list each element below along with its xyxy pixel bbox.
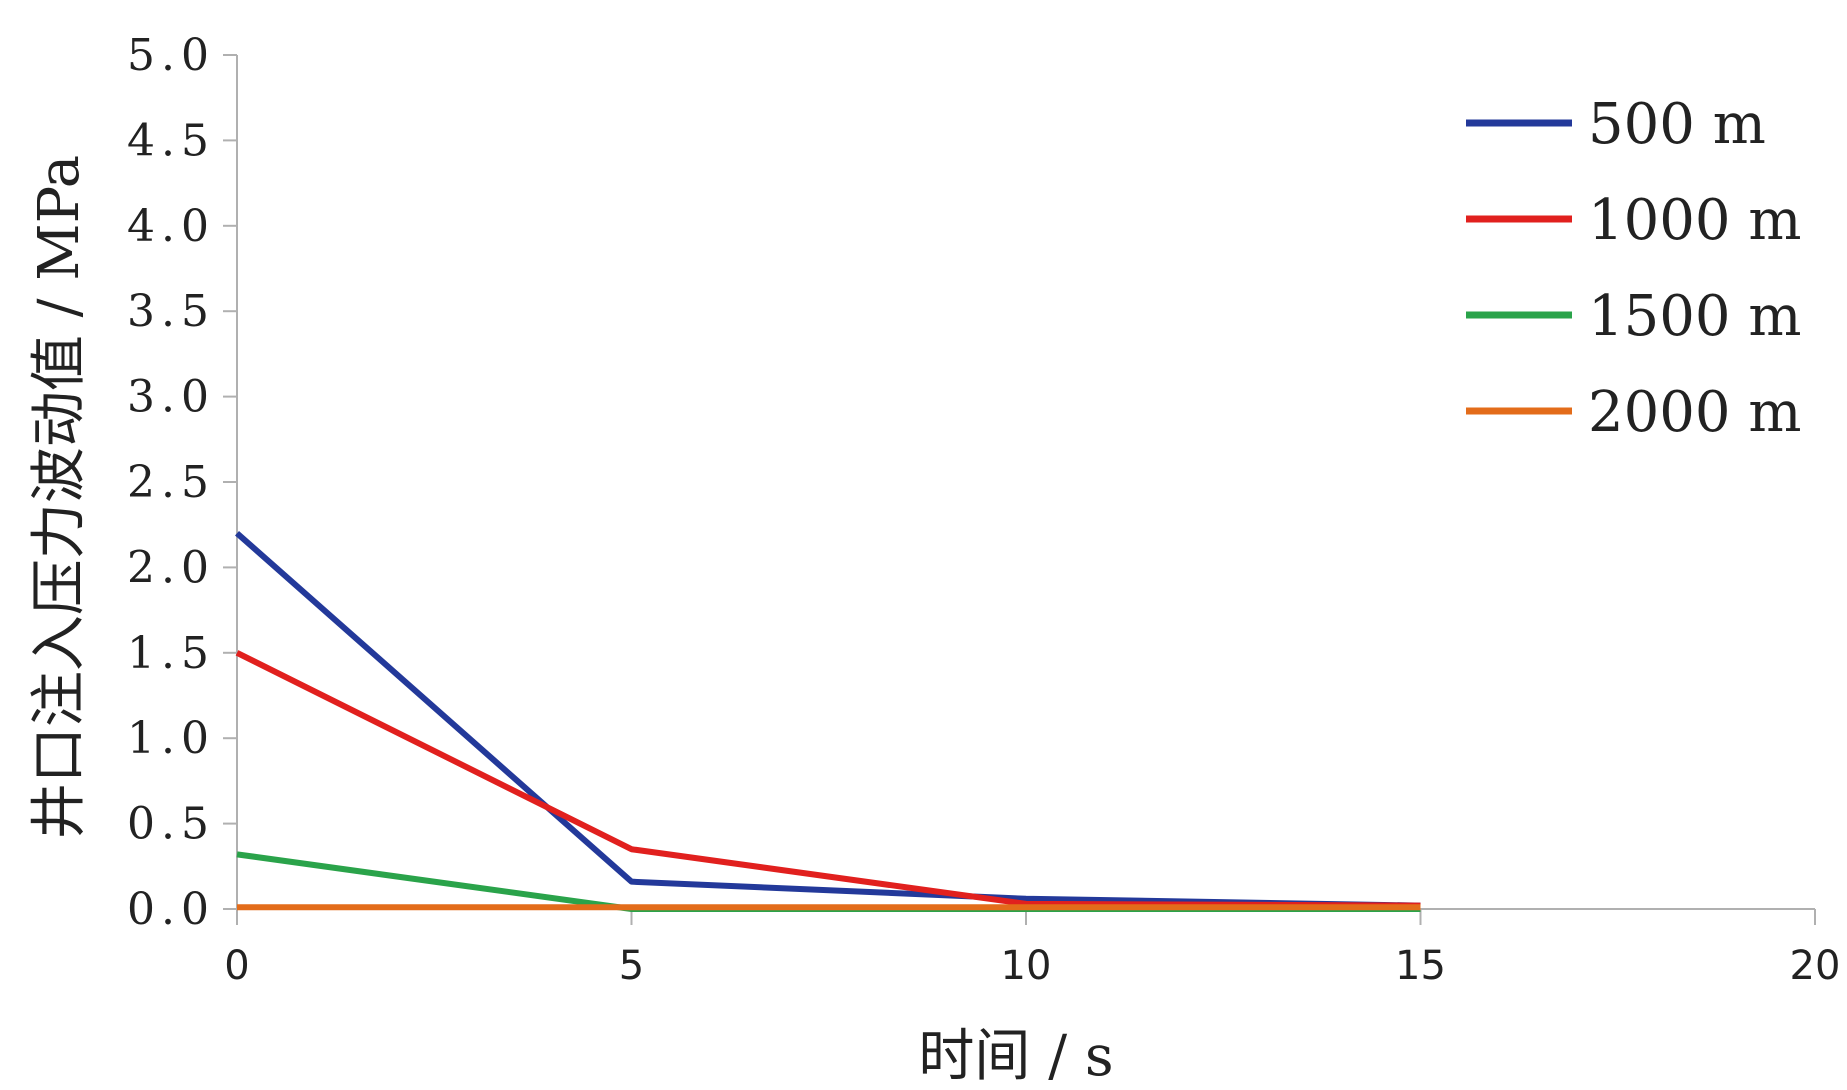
legend: 500 m 1000 m 1500 m 2000 m	[1466, 92, 1801, 445]
y-tick-label: 1.0	[127, 713, 215, 764]
x-tick-label: 10	[1001, 943, 1052, 989]
y-tick-label: 1.5	[127, 628, 215, 679]
x-axis-title: 时间 / s	[918, 1024, 1113, 1089]
y-axis-ticks: 0.0 0.5 1.0 1.5 2.0 2.5 3.0 3.5 4.0 4.5 5.0	[127, 30, 237, 935]
y-tick-label: 2.5	[127, 457, 215, 508]
y-tick-label: 5.0	[127, 30, 215, 81]
x-tick-label: 20	[1790, 943, 1841, 989]
x-tick-label: 0	[224, 943, 249, 989]
legend-label: 1500 m	[1588, 284, 1801, 349]
x-tick-label: 15	[1395, 943, 1446, 989]
series-line-1	[235, 530, 1421, 909]
x-tick-label: 5	[619, 943, 644, 989]
legend-label: 2000 m	[1588, 380, 1801, 445]
y-tick-label: 4.5	[127, 115, 215, 166]
y-tick-label: 3.0	[127, 372, 215, 423]
y-tick-label: 2.0	[127, 542, 215, 593]
x-axis-ticks: 0 5 10 15 20	[224, 909, 1840, 989]
series-group	[235, 530, 1421, 912]
y-tick-label: 3.5	[127, 286, 215, 337]
legend-label: 1000 m	[1588, 188, 1801, 253]
y-axis-title: 井口注入压力波动值 / MPa	[27, 155, 92, 839]
y-tick-label: 4.0	[127, 201, 215, 252]
y-tick-label: 0.0	[127, 884, 215, 935]
axes	[236, 55, 1815, 910]
y-tick-label: 0.5	[127, 799, 215, 850]
legend-label: 500 m	[1588, 92, 1766, 157]
